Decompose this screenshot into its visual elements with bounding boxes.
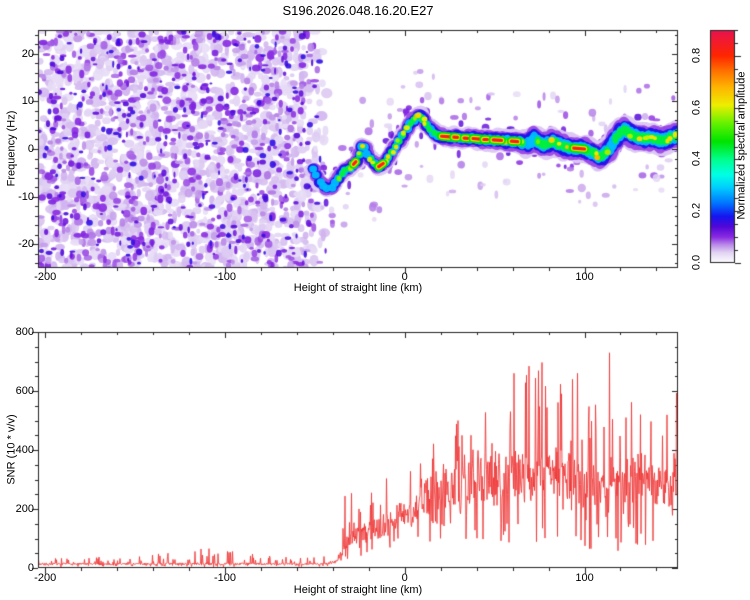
height-axis-label-bottom: Height of straight line (km) — [293, 584, 423, 596]
x-tick-label-top: -100 — [213, 271, 236, 283]
colorbar-tick-label: 0.8 — [690, 47, 703, 64]
y-tick-label-bottom: 400 — [15, 444, 34, 456]
x-tick-label-top: 100 — [575, 271, 594, 283]
y-tick-label-top: -20 — [18, 238, 34, 251]
colorbar-tick-label: 0.0 — [690, 254, 703, 271]
colorbar-label: Normalized spectral amplitude — [735, 71, 748, 220]
x-tick-label-top: -200 — [34, 271, 57, 283]
y-tick-label-bottom: 0 — [27, 562, 34, 574]
snr-canvas — [0, 300, 750, 600]
x-tick-label-bottom: -100 — [213, 572, 236, 584]
x-tick-label-bottom: -200 — [34, 572, 57, 584]
x-tick-label-top: 0 — [401, 271, 408, 283]
x-tick-label-bottom: 0 — [401, 572, 408, 584]
colorbar-tick-label: 0.4 — [690, 151, 703, 167]
plot-title: S196.2026.048.16.20.E27 — [282, 3, 434, 18]
y-tick-label-bottom: 600 — [15, 385, 34, 397]
y-tick-label-top: -10 — [18, 190, 34, 203]
y-tick-label-top: 20 — [21, 47, 34, 60]
y-tick-label-bottom: 800 — [15, 326, 34, 338]
spectrogram-canvas — [0, 0, 750, 300]
x-tick-label-bottom: 100 — [575, 572, 594, 584]
y-tick-label-top: 0 — [27, 143, 34, 155]
y-tick-label-top: 10 — [21, 95, 34, 108]
y-tick-label-bottom: 200 — [15, 503, 34, 515]
colorbar-tick-label: 0.6 — [690, 99, 703, 115]
height-axis-label-top: Height of straight line (km) — [293, 282, 423, 294]
colorbar-tick-label: 0.2 — [690, 203, 703, 219]
